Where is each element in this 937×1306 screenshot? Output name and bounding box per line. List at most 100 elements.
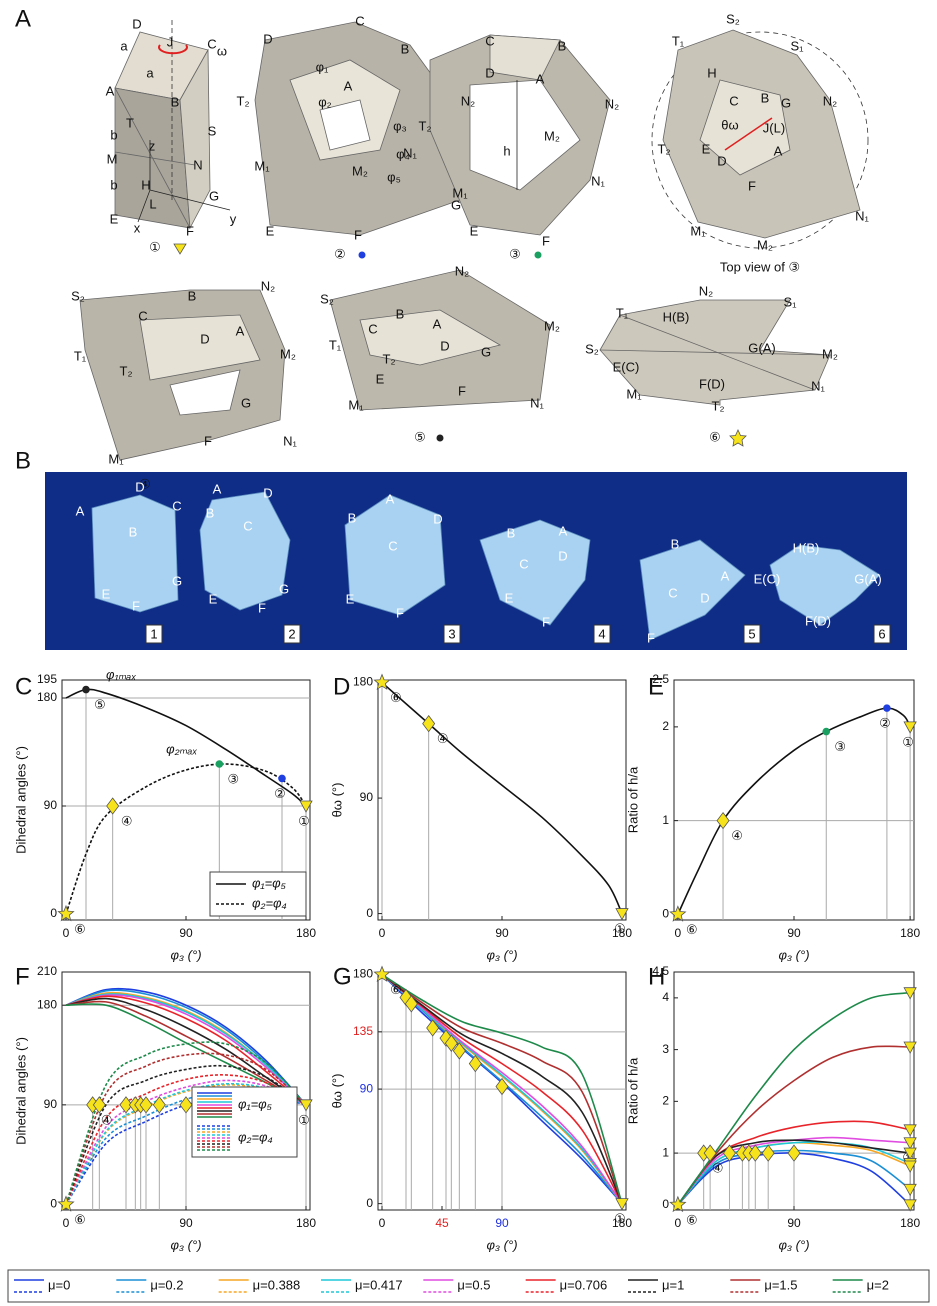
vertex-label: G xyxy=(481,344,491,359)
x-tick-label: 90 xyxy=(495,926,509,940)
vertex-label: S₁ xyxy=(783,294,797,309)
x-tick-label: 45 xyxy=(435,1216,449,1230)
legend-label: φ₂=φ₄ xyxy=(252,895,287,910)
vertex-label: T₁ xyxy=(616,305,629,320)
vertex-label: M₂ xyxy=(280,346,296,361)
legend-label: μ=0 xyxy=(48,1277,70,1292)
series-line xyxy=(382,683,622,914)
vertex-label: C xyxy=(138,308,147,323)
marker-dot xyxy=(82,686,90,694)
marker-label: ⑤ xyxy=(94,697,106,712)
vertex-label: C xyxy=(355,13,364,28)
vertex-label: M₂ xyxy=(544,128,560,143)
photo-label: G xyxy=(279,581,289,596)
photo-label: F xyxy=(542,614,550,629)
vertex-label: C xyxy=(729,93,738,108)
y-axis-label: θω (°) xyxy=(329,783,344,818)
y-tick-label: 90 xyxy=(44,798,58,812)
vertex-label: B xyxy=(558,38,567,53)
vertex-label: H xyxy=(707,65,716,80)
vertex-label: C xyxy=(368,321,377,336)
legend-label: φ₁=φ₅ xyxy=(252,875,287,890)
photo-label: D xyxy=(558,548,567,563)
vertex-label: T₁ xyxy=(672,33,685,48)
marker-label: ⑥ xyxy=(686,1212,698,1227)
vertex-label: z xyxy=(149,138,156,153)
panel-a-drawings xyxy=(80,20,868,493)
photo-label: B xyxy=(348,510,357,525)
x-tick-label: 180 xyxy=(296,1216,316,1230)
marker-label: ⑥ xyxy=(390,982,402,997)
photo-label: F xyxy=(258,600,266,615)
vertex-label: φ₃ xyxy=(393,118,407,133)
y-tick-label: 180 xyxy=(353,967,373,981)
x-tick-label: 180 xyxy=(900,926,920,940)
vertex-label: S₂ xyxy=(71,288,85,303)
photo-label: B xyxy=(206,505,215,520)
photo-number: 2 xyxy=(288,626,295,641)
panel-letter: G xyxy=(333,963,352,990)
vertex-label: T₁ xyxy=(74,348,87,363)
photo-number: 5 xyxy=(748,626,755,641)
vertex-label: B xyxy=(401,41,410,56)
x-tick-label: 180 xyxy=(296,926,316,940)
x-axis-label: φ₃ (°) xyxy=(170,947,201,962)
x-tick-label: 0 xyxy=(379,1216,386,1230)
y-tick-label: 90 xyxy=(360,790,374,804)
y-axis-label: θω (°) xyxy=(329,1074,344,1109)
vertex-label: N₁ xyxy=(530,395,544,410)
vertex-label: C xyxy=(207,36,216,51)
x-tick-label: 90 xyxy=(787,1216,801,1230)
photo-label: E xyxy=(505,590,514,605)
y-axis-label: Dihedral angles (°) xyxy=(13,1037,28,1145)
vertex-label: N₂ xyxy=(699,283,713,298)
photo-label: E xyxy=(102,586,111,601)
vertex-label: M₁ xyxy=(254,158,270,173)
figure: ABCDEFGHDCaJωAaBTSbMNzbHGLEFxy①DCABφ₁T₂φ… xyxy=(0,0,937,1306)
marker-diamond xyxy=(496,1079,508,1095)
photo-label: C xyxy=(668,585,677,600)
vertex-label: T₂ xyxy=(712,398,725,413)
photo-label: D xyxy=(135,479,144,494)
x-axis-label: φ₃ (°) xyxy=(486,947,517,962)
photo-label: F xyxy=(647,630,655,645)
marker-diamond xyxy=(423,716,435,732)
marker-label: ⑥ xyxy=(390,690,402,705)
vertex-label: N₂ xyxy=(605,96,619,111)
x-axis-label: φ₃ (°) xyxy=(778,947,809,962)
photo-label: D xyxy=(263,485,272,500)
legend-label: μ=1.5 xyxy=(764,1277,797,1292)
photo-number: 4 xyxy=(598,626,605,641)
vertex-label: D xyxy=(263,31,272,46)
photo-label: F(D) xyxy=(805,613,831,628)
vertex-label: H(B) xyxy=(663,309,690,324)
vertex-label: L xyxy=(149,196,156,211)
y-tick-label: 0 xyxy=(662,1197,669,1211)
plot-frame xyxy=(674,680,914,920)
y-tick-label: 2 xyxy=(662,1094,669,1108)
vertex-label: N₁ xyxy=(283,433,297,448)
vertex-label: F xyxy=(748,178,756,193)
panel-letter: A xyxy=(15,5,31,32)
vertex-label: E xyxy=(110,211,119,226)
vertex-label: M₂ xyxy=(822,346,838,361)
y-tick-label: 4.5 xyxy=(652,964,669,978)
vertex-label: M xyxy=(107,151,118,166)
vertex-label: A xyxy=(536,71,545,86)
y-tick-label: 180 xyxy=(37,997,57,1011)
panel-letter: C xyxy=(15,673,32,700)
vertex-label: F xyxy=(542,233,550,248)
photo-label: C xyxy=(519,556,528,571)
legend-label: μ=2 xyxy=(867,1277,889,1292)
vertex-label: C xyxy=(485,33,494,48)
vertex-label: G xyxy=(781,95,791,110)
y-tick-label: 0 xyxy=(366,906,373,920)
plot-frame xyxy=(378,680,626,920)
vertex-label: B xyxy=(188,288,197,303)
marker-diamond xyxy=(153,1097,165,1113)
y-tick-label: 2 xyxy=(662,719,669,733)
y-axis-label: Ratio of h/a xyxy=(625,766,640,833)
legend-label: μ=0.417 xyxy=(355,1277,403,1292)
marker-label: ② xyxy=(879,716,891,731)
vertex-label: N₂ xyxy=(461,93,475,108)
